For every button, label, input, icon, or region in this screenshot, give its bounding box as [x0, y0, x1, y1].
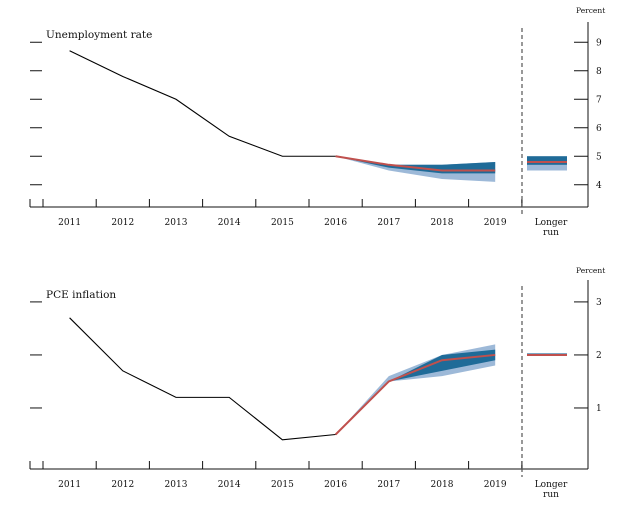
- longer-run-label: run: [543, 490, 559, 500]
- x-tick-label: 2012: [111, 218, 134, 228]
- x-tick-label: 2012: [111, 480, 134, 490]
- y-tick-label: 9: [596, 38, 602, 48]
- y-tick-label: 3: [596, 298, 602, 308]
- x-tick-label: 2014: [218, 480, 241, 490]
- unit-label: Percent: [576, 266, 605, 275]
- unemployment-panel: Unemployment rate Percent 4 5 6 7 8 9 2011 2012…: [29, 6, 605, 238]
- x-tick-label: 2013: [165, 480, 188, 490]
- x-tick-label: 2018: [431, 480, 454, 490]
- unit-label: Percent: [576, 6, 605, 15]
- median-line: [334, 353, 496, 436]
- history-line: [69, 317, 336, 441]
- longer-run-label: Longer: [535, 480, 568, 490]
- central-tendency-band: [335, 156, 496, 174]
- y-tick-label: 4: [596, 181, 602, 191]
- y-tick-label: 6: [596, 124, 602, 134]
- x-tick-label: 2017: [377, 218, 400, 228]
- y-tick-label: 2: [596, 351, 602, 361]
- longer-run-label: Longer: [535, 218, 568, 228]
- longer-run-central-tendency: [527, 156, 567, 165]
- y-tick-label: 8: [596, 67, 602, 77]
- longer-run-label: run: [543, 228, 559, 238]
- x-tick-label: 2011: [58, 480, 81, 490]
- x-tick-label: 2013: [165, 218, 188, 228]
- x-tick-label: 2019: [484, 480, 507, 490]
- x-tick-label: 2015: [271, 480, 294, 490]
- x-tick-label: 2015: [271, 218, 294, 228]
- x-tick-label: 2011: [58, 218, 81, 228]
- x-tick-label: 2017: [377, 480, 400, 490]
- y-tick-label: 5: [596, 152, 602, 162]
- y-tick-label: 1: [596, 404, 602, 414]
- x-tick-label: 2016: [324, 218, 347, 228]
- x-tick-label: 2019: [484, 218, 507, 228]
- panel-title: Unemployment rate: [46, 29, 152, 41]
- pce-inflation-panel: PCE inflation Percent 1 2 3 2011 2012 2013 201…: [29, 266, 605, 500]
- x-tick-label: 2016: [324, 480, 347, 490]
- central-tendency-band: [335, 349, 496, 435]
- y-tick-label: 7: [596, 95, 602, 105]
- panel-title: PCE inflation: [46, 289, 116, 301]
- x-tick-label: 2014: [218, 218, 241, 228]
- x-tick-label: 2018: [431, 218, 454, 228]
- history-line: [69, 50, 336, 157]
- median-line: [335, 155, 496, 172]
